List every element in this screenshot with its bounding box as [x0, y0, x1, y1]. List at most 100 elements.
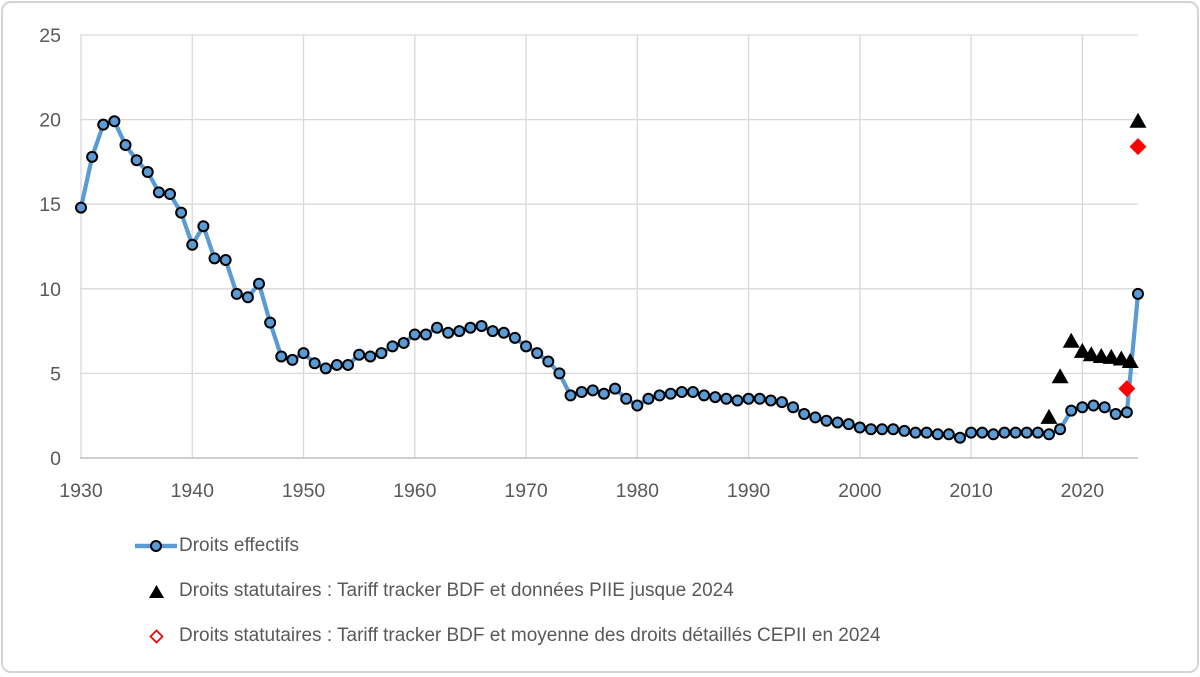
- effective-tariff-point: [353, 348, 366, 361]
- effective-tariff-point: [620, 392, 633, 405]
- effective-tariff-point: [953, 431, 966, 444]
- effective-tariff-point: [909, 426, 922, 439]
- effective-tariff-point: [386, 340, 399, 353]
- effective-tariff-point: [130, 154, 143, 167]
- effective-tariff-point: [731, 394, 744, 407]
- effective-tariff-point: [431, 321, 444, 334]
- effective-tariff-point: [698, 389, 711, 402]
- effective-tariff-point: [308, 357, 321, 370]
- statutory-piie-point: [1062, 332, 1080, 348]
- effective-tariff-point: [264, 316, 277, 329]
- effective-tariff-point: [342, 358, 355, 371]
- axis-tick-labels: 0 5 10 15 20 25 1930 1940 1950 1960 1970 1980 1990 20…: [39, 25, 1104, 502]
- y-axis-tick-label: 10: [39, 279, 61, 301]
- statutory-piie-point: [1129, 112, 1147, 128]
- effective-tariff-point: [330, 358, 343, 371]
- effective-tariff-point: [920, 426, 933, 439]
- effective-tariff-point: [1009, 426, 1022, 439]
- effective-tariff-point: [1031, 426, 1044, 439]
- effective-tariff-point: [408, 328, 421, 341]
- x-axis-tick-label: 1980: [616, 480, 660, 502]
- effective-tariff-point: [876, 423, 889, 436]
- chart-legend: Droits effectifs Droits statutaires : Ta…: [133, 531, 881, 666]
- effective-tariff-point: [208, 252, 221, 265]
- x-axis-tick-label: 1960: [393, 480, 437, 502]
- effective-tariff-point: [75, 201, 87, 214]
- effective-tariff-point: [564, 389, 577, 402]
- effective-tariff-point: [141, 166, 154, 179]
- effective-tariff-point: [1120, 406, 1133, 419]
- effective-tariff-point: [686, 386, 699, 399]
- effective-tariff-point: [1042, 428, 1055, 441]
- effective-tariff-point: [175, 206, 188, 219]
- effective-tariff-point: [442, 326, 455, 339]
- effective-tariff-point: [642, 392, 655, 405]
- effective-tariff-point: [575, 386, 588, 399]
- effective-tariff-point: [742, 392, 755, 405]
- legend-item-droits-statutaires-cepii: Droits statutaires : Tariff tracker BDF …: [133, 621, 881, 651]
- x-axis-tick-label: 1970: [504, 480, 548, 502]
- effective-tariff-point: [186, 238, 199, 251]
- effective-tariff-point: [720, 392, 733, 405]
- effective-tariff-point: [152, 186, 165, 199]
- effective-tariff-point: [197, 220, 210, 233]
- statutory-cepii-point: [1118, 380, 1136, 398]
- statutory-piie-triangle-series: [1040, 112, 1147, 424]
- effective-tariff-point: [1087, 399, 1100, 412]
- effective-tariff-point: [520, 340, 533, 353]
- x-axis-tick-label: 1990: [727, 480, 771, 502]
- effective-tariff-point: [397, 336, 410, 349]
- effective-tariff-line-series: [75, 115, 1144, 444]
- y-axis-tick-label: 15: [39, 194, 61, 216]
- effective-tariff-point: [987, 428, 1000, 441]
- effective-tariff-point: [1109, 408, 1122, 421]
- filled-triangle-marker-icon: [133, 584, 179, 599]
- statutory-piie-point: [1040, 408, 1058, 424]
- effective-tariff-point: [775, 396, 788, 409]
- effective-tariff-point: [108, 115, 121, 128]
- effective-tariff-point: [1020, 426, 1033, 439]
- effective-tariff-point: [453, 325, 466, 338]
- effective-tariff-point: [531, 347, 544, 360]
- y-axis-tick-label: 0: [50, 448, 61, 470]
- effective-tariff-point: [219, 254, 232, 267]
- x-axis-tick-label: 2010: [949, 480, 993, 502]
- x-axis-tick-label: 1950: [282, 480, 326, 502]
- effective-tariff-point: [241, 291, 254, 304]
- effective-tariff-point: [364, 350, 377, 363]
- effective-tariff-point: [464, 321, 477, 334]
- legend-item-droits-statutaires-piie: Droits statutaires : Tariff tracker BDF …: [133, 576, 881, 606]
- effective-tariff-point: [1065, 404, 1078, 417]
- effective-tariff-point: [675, 386, 688, 399]
- effective-tariff-point: [419, 328, 432, 341]
- effective-tariff-point: [753, 392, 766, 405]
- legend-label-droits-statutaires-piie: Droits statutaires : Tariff tracker BDF …: [179, 580, 734, 601]
- effective-tariff-point: [842, 418, 855, 431]
- effective-tariff-point: [764, 394, 777, 407]
- effective-tariff-point: [375, 347, 388, 360]
- legend-label-droits-effectifs: Droits effectifs: [179, 535, 300, 556]
- x-axis-tick-label: 1930: [59, 480, 103, 502]
- statutory-piie-point: [1051, 368, 1069, 384]
- effective-tariff-point: [931, 428, 944, 441]
- effective-tariff-point: [709, 391, 722, 404]
- effective-tariff-point: [275, 350, 288, 363]
- effective-tariff-point: [864, 423, 877, 436]
- statutory-piie-point: [1121, 353, 1139, 369]
- statutory-cepii-diamond-series: [1118, 138, 1147, 398]
- effective-tariff-point: [664, 387, 677, 400]
- effective-tariff-point: [1054, 423, 1067, 436]
- line-with-circle-marker-icon: [133, 538, 179, 554]
- effective-tariff-point: [319, 362, 332, 375]
- effective-tariff-point: [965, 426, 978, 439]
- effective-tariff-point: [119, 138, 132, 151]
- effective-tariff-point: [998, 426, 1011, 439]
- effective-tariff-point: [508, 331, 521, 344]
- effective-tariff-point: [1076, 401, 1089, 414]
- effective-tariff-point: [86, 150, 99, 163]
- statutory-piie-point: [1073, 342, 1091, 358]
- effective-tariff-point: [976, 426, 989, 439]
- tariff-chart-plot-area: 0 5 10 15 20 25 1930 1940 1950 1960 1970 1980 1990 20…: [39, 25, 1147, 502]
- y-axis-tick-label: 5: [50, 363, 61, 385]
- effective-tariff-point: [497, 326, 510, 339]
